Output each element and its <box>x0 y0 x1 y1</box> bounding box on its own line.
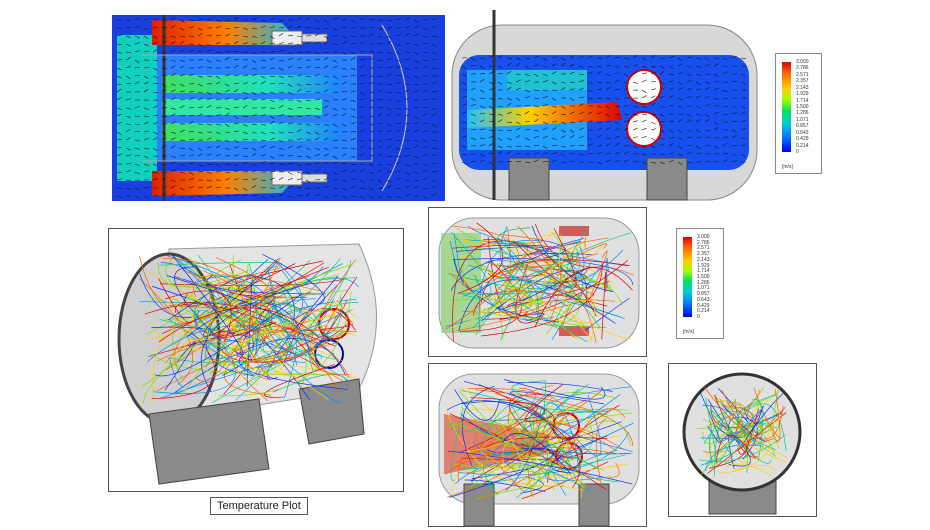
legend-unit: [m/s] <box>782 164 793 170</box>
legend-tick: 0.429 <box>796 136 809 143</box>
legend-tick: 2.357 <box>697 251 710 258</box>
legend-tick: 2.143 <box>796 84 809 91</box>
velocity-legend-top: 3.000 2.786 2.571 2.357 2.143 1.929 1.714 1.500… <box>775 53 822 174</box>
legend-tick: 3.000 <box>796 59 809 65</box>
legend-tick: 0.857 <box>697 291 710 298</box>
legend-tick: 2.357 <box>796 78 809 85</box>
streamlines <box>445 379 634 500</box>
legend-tick: 3.000 <box>697 234 710 240</box>
legend-unit: [m/s] <box>683 329 694 335</box>
streamline-top-view <box>428 207 647 357</box>
streamline-end-svg <box>682 372 802 515</box>
legend-tick: 2.571 <box>697 245 710 252</box>
temperature-plot-caption: Temperature Plot <box>210 497 308 515</box>
streamlines <box>139 254 359 404</box>
streamline-end-view <box>668 363 817 517</box>
velocity-field-side-view <box>447 10 763 202</box>
color-scale-bar <box>782 62 791 152</box>
color-scale-bar <box>683 237 692 317</box>
legend-tick: 0.643 <box>796 129 809 136</box>
legend-tick: 1.714 <box>697 268 710 275</box>
streamline-3d-view <box>108 228 404 492</box>
legend-tick: 0.643 <box>697 296 710 303</box>
velocity-field-side-svg <box>451 10 758 201</box>
streamline-top-svg <box>438 217 640 349</box>
streamline-side-view <box>428 363 647 527</box>
streamline-3d-svg <box>117 243 377 485</box>
legend-tick: 1.286 <box>697 279 710 286</box>
velocity-legend-mid: 3.000 2.786 2.571 2.357 2.143 1.929 1.714 1.500… <box>676 228 724 339</box>
legend-tick: 1.929 <box>697 262 710 269</box>
legend-tick: 1.286 <box>796 110 809 117</box>
legend-tick: 1.071 <box>796 116 809 123</box>
streamline-side-svg <box>438 373 640 526</box>
legend-tick: 0.214 <box>697 308 710 315</box>
legend-tick: 0.214 <box>796 142 809 149</box>
legend-tick: 2.786 <box>796 65 809 72</box>
legend-tick: 0 <box>697 314 700 320</box>
legend-tick: 0.429 <box>697 302 710 309</box>
legend-tick: 2.143 <box>697 256 710 263</box>
legend-tick: 1.929 <box>796 91 809 98</box>
velocity-field-top-svg <box>112 15 445 201</box>
legend-tick: 0 <box>796 149 799 155</box>
velocity-field-top-view <box>112 15 445 201</box>
legend-tick: 1.500 <box>796 104 809 110</box>
velocity-vectors <box>116 17 438 200</box>
streamlines <box>697 387 788 477</box>
legend-tick: 2.571 <box>796 71 809 78</box>
streamlines <box>445 222 634 344</box>
legend-tick: 1.071 <box>697 285 710 292</box>
legend-tick: 1.714 <box>796 97 809 104</box>
legend-tick: 1.500 <box>697 274 710 280</box>
legend-tick: 0.857 <box>796 123 809 130</box>
velocity-vectors <box>461 54 747 166</box>
legend-tick: 2.786 <box>697 239 710 246</box>
